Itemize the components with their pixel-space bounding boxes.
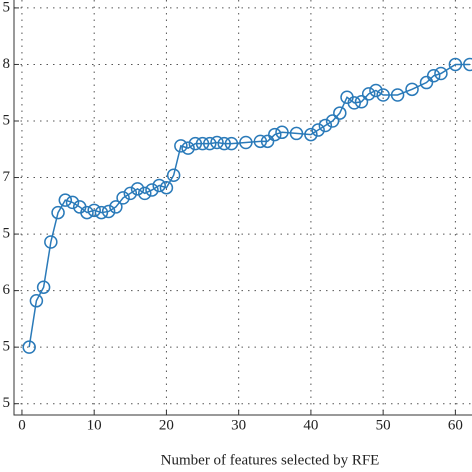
data-point	[419, 75, 434, 90]
data-point	[65, 195, 80, 210]
x-tick-label: 0	[18, 417, 26, 433]
data-point	[166, 168, 181, 183]
data-point	[260, 134, 275, 149]
data-point	[361, 87, 376, 101]
data-point	[463, 57, 472, 72]
data-point	[239, 135, 253, 150]
data-point	[405, 82, 419, 97]
data-point	[203, 136, 217, 151]
data-point	[289, 126, 304, 141]
y-tick-label: 6	[3, 282, 11, 298]
data-point	[36, 280, 51, 294]
y-tick-label: 8	[3, 56, 11, 72]
y-tick-label: 5	[3, 226, 11, 242]
data-point	[159, 180, 174, 195]
data-point	[145, 183, 159, 197]
data-point	[195, 136, 210, 151]
data-point	[347, 96, 361, 110]
data-point	[224, 136, 239, 151]
data-point	[123, 186, 138, 201]
data-point	[80, 205, 94, 220]
data-point	[58, 193, 73, 207]
y-tick-label: 5	[3, 395, 11, 411]
data-point	[434, 66, 448, 81]
x-tick-label: 10	[87, 417, 102, 433]
data-point	[22, 340, 36, 354]
data-point	[174, 139, 188, 153]
data-point	[325, 114, 340, 128]
data-point	[426, 69, 441, 83]
x-tick-label: 20	[159, 417, 174, 433]
data-point	[130, 182, 145, 196]
data-point	[217, 136, 231, 151]
x-axis-label: Number of features selected by RFE	[161, 452, 380, 468]
data-point	[152, 178, 166, 193]
data-point	[275, 125, 289, 140]
data-point	[188, 136, 203, 151]
x-tick-label: 50	[376, 417, 391, 433]
data-point	[94, 205, 109, 220]
data-point	[87, 203, 101, 218]
data-point	[210, 135, 224, 150]
data-point	[253, 134, 268, 149]
data-point	[181, 141, 195, 155]
data-point	[101, 204, 116, 219]
data-point	[304, 127, 318, 142]
y-tick-label: 5	[3, 112, 11, 128]
data-point	[51, 205, 65, 220]
data-point	[268, 127, 282, 142]
data-point	[354, 95, 369, 109]
data-point	[318, 118, 333, 133]
x-tick-label: 30	[231, 417, 246, 433]
data-point	[116, 191, 130, 205]
y-tick-label: 5	[3, 339, 11, 355]
data-point	[311, 123, 325, 137]
data-line	[28, 63, 470, 348]
data-point	[369, 83, 383, 98]
data-point	[390, 88, 405, 102]
x-tick-label: 40	[303, 417, 318, 433]
data-point	[138, 186, 152, 201]
y-tick-label: 5	[3, 0, 11, 15]
data-point	[44, 235, 58, 249]
x-tick-label: 60	[448, 417, 463, 433]
data-point	[333, 106, 347, 120]
axis-frame	[13, 0, 472, 416]
data-point	[376, 88, 390, 102]
y-tick-label: 7	[3, 169, 11, 185]
data-point	[448, 57, 463, 72]
data-point	[29, 294, 44, 308]
data-point	[109, 200, 123, 214]
